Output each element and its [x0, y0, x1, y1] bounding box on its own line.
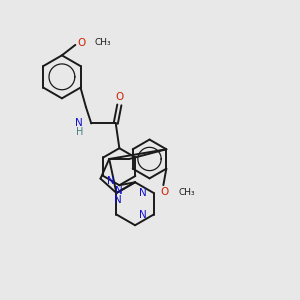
Text: O: O	[78, 38, 86, 47]
Text: N: N	[116, 186, 123, 196]
Text: N: N	[140, 209, 147, 220]
Text: O: O	[160, 187, 169, 197]
Text: H: H	[76, 127, 83, 137]
Text: N: N	[75, 118, 83, 128]
Text: CH₃: CH₃	[178, 188, 195, 197]
Text: N: N	[107, 176, 115, 186]
Text: N: N	[140, 188, 147, 198]
Text: N: N	[114, 195, 122, 205]
Text: CH₃: CH₃	[95, 38, 111, 47]
Text: O: O	[115, 92, 124, 102]
